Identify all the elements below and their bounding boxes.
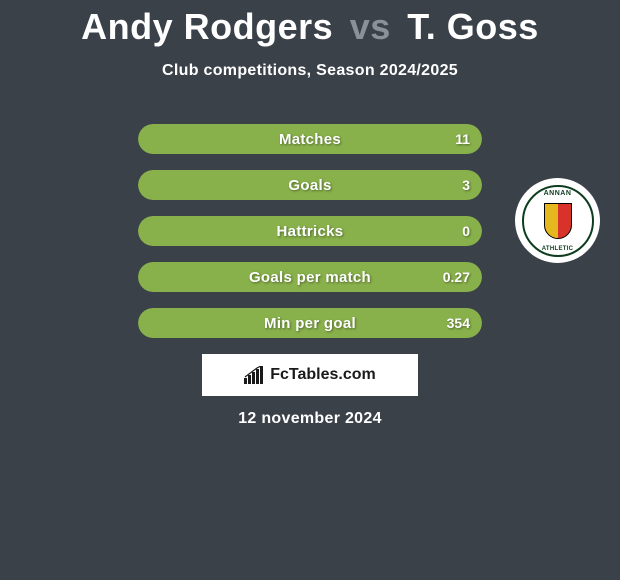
- comparison-title: Andy Rodgers vs T. Goss: [0, 0, 620, 48]
- player1-name: Andy Rodgers: [81, 6, 333, 47]
- stats-bars: Matches 11 Goals 3 Hattricks 0 Goals per…: [138, 124, 482, 354]
- brand-bars-icon: [244, 366, 266, 384]
- stat-row-matches: Matches 11: [138, 124, 482, 154]
- vs-text: vs: [350, 6, 391, 47]
- club-badge-shield: [544, 203, 572, 239]
- stat-value-right: 0.27: [443, 269, 470, 285]
- stat-row-goals: Goals 3: [138, 170, 482, 200]
- subtitle: Club competitions, Season 2024/2025: [0, 62, 620, 80]
- stat-value-right: 354: [447, 315, 470, 331]
- stat-row-gpm: Goals per match 0.27: [138, 262, 482, 292]
- stat-label: Goals: [288, 177, 331, 194]
- player2-club-badge: ANNAN ATHLETIC: [515, 178, 600, 263]
- club-badge-inner: ANNAN ATHLETIC: [522, 185, 594, 257]
- stat-row-hattricks: Hattricks 0: [138, 216, 482, 246]
- stat-row-mpg: Min per goal 354: [138, 308, 482, 338]
- stat-value-right: 0: [462, 223, 470, 239]
- stat-label: Hattricks: [277, 223, 344, 240]
- brand-text: FcTables.com: [270, 366, 376, 384]
- stat-value-right: 3: [462, 177, 470, 193]
- stat-value-right: 11: [455, 131, 470, 147]
- club-badge-bottom-text: ATHLETIC: [542, 246, 574, 252]
- player2-name: T. Goss: [407, 6, 539, 47]
- club-badge-top-text: ANNAN: [544, 190, 572, 197]
- stat-label: Goals per match: [249, 269, 371, 286]
- stat-label: Min per goal: [264, 315, 356, 332]
- brand-box: FcTables.com: [202, 354, 418, 396]
- stat-label: Matches: [279, 131, 341, 148]
- date-text: 12 november 2024: [0, 410, 620, 428]
